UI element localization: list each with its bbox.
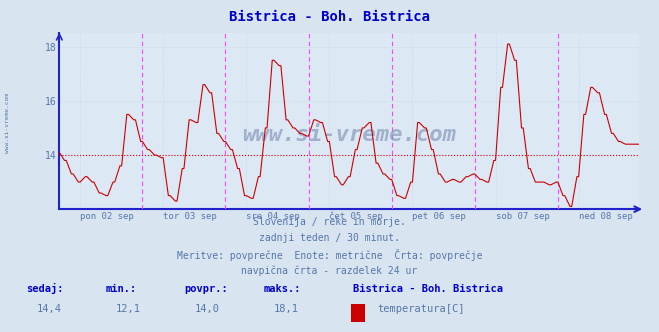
- Text: 14,4: 14,4: [36, 304, 61, 314]
- Text: povpr.:: povpr.:: [185, 284, 228, 294]
- Text: 18,1: 18,1: [273, 304, 299, 314]
- Text: sedaj:: sedaj:: [26, 283, 64, 294]
- Text: Slovenija / reke in morje.: Slovenija / reke in morje.: [253, 217, 406, 227]
- Text: maks.:: maks.:: [264, 284, 301, 294]
- Text: navpična črta - razdelek 24 ur: navpična črta - razdelek 24 ur: [241, 265, 418, 276]
- Text: Meritve: povprečne  Enote: metrične  Črta: povprečje: Meritve: povprečne Enote: metrične Črta:…: [177, 249, 482, 261]
- Text: Bistrica - Boh. Bistrica: Bistrica - Boh. Bistrica: [353, 284, 503, 294]
- Text: www.si-vreme.com: www.si-vreme.com: [5, 93, 11, 153]
- Text: 12,1: 12,1: [115, 304, 140, 314]
- Text: min.:: min.:: [105, 284, 136, 294]
- Text: Bistrica - Boh. Bistrica: Bistrica - Boh. Bistrica: [229, 10, 430, 24]
- Text: 14,0: 14,0: [194, 304, 219, 314]
- Text: temperatura[C]: temperatura[C]: [378, 304, 465, 314]
- Text: www.si-vreme.com: www.si-vreme.com: [243, 125, 456, 145]
- Text: zadnji teden / 30 minut.: zadnji teden / 30 minut.: [259, 233, 400, 243]
